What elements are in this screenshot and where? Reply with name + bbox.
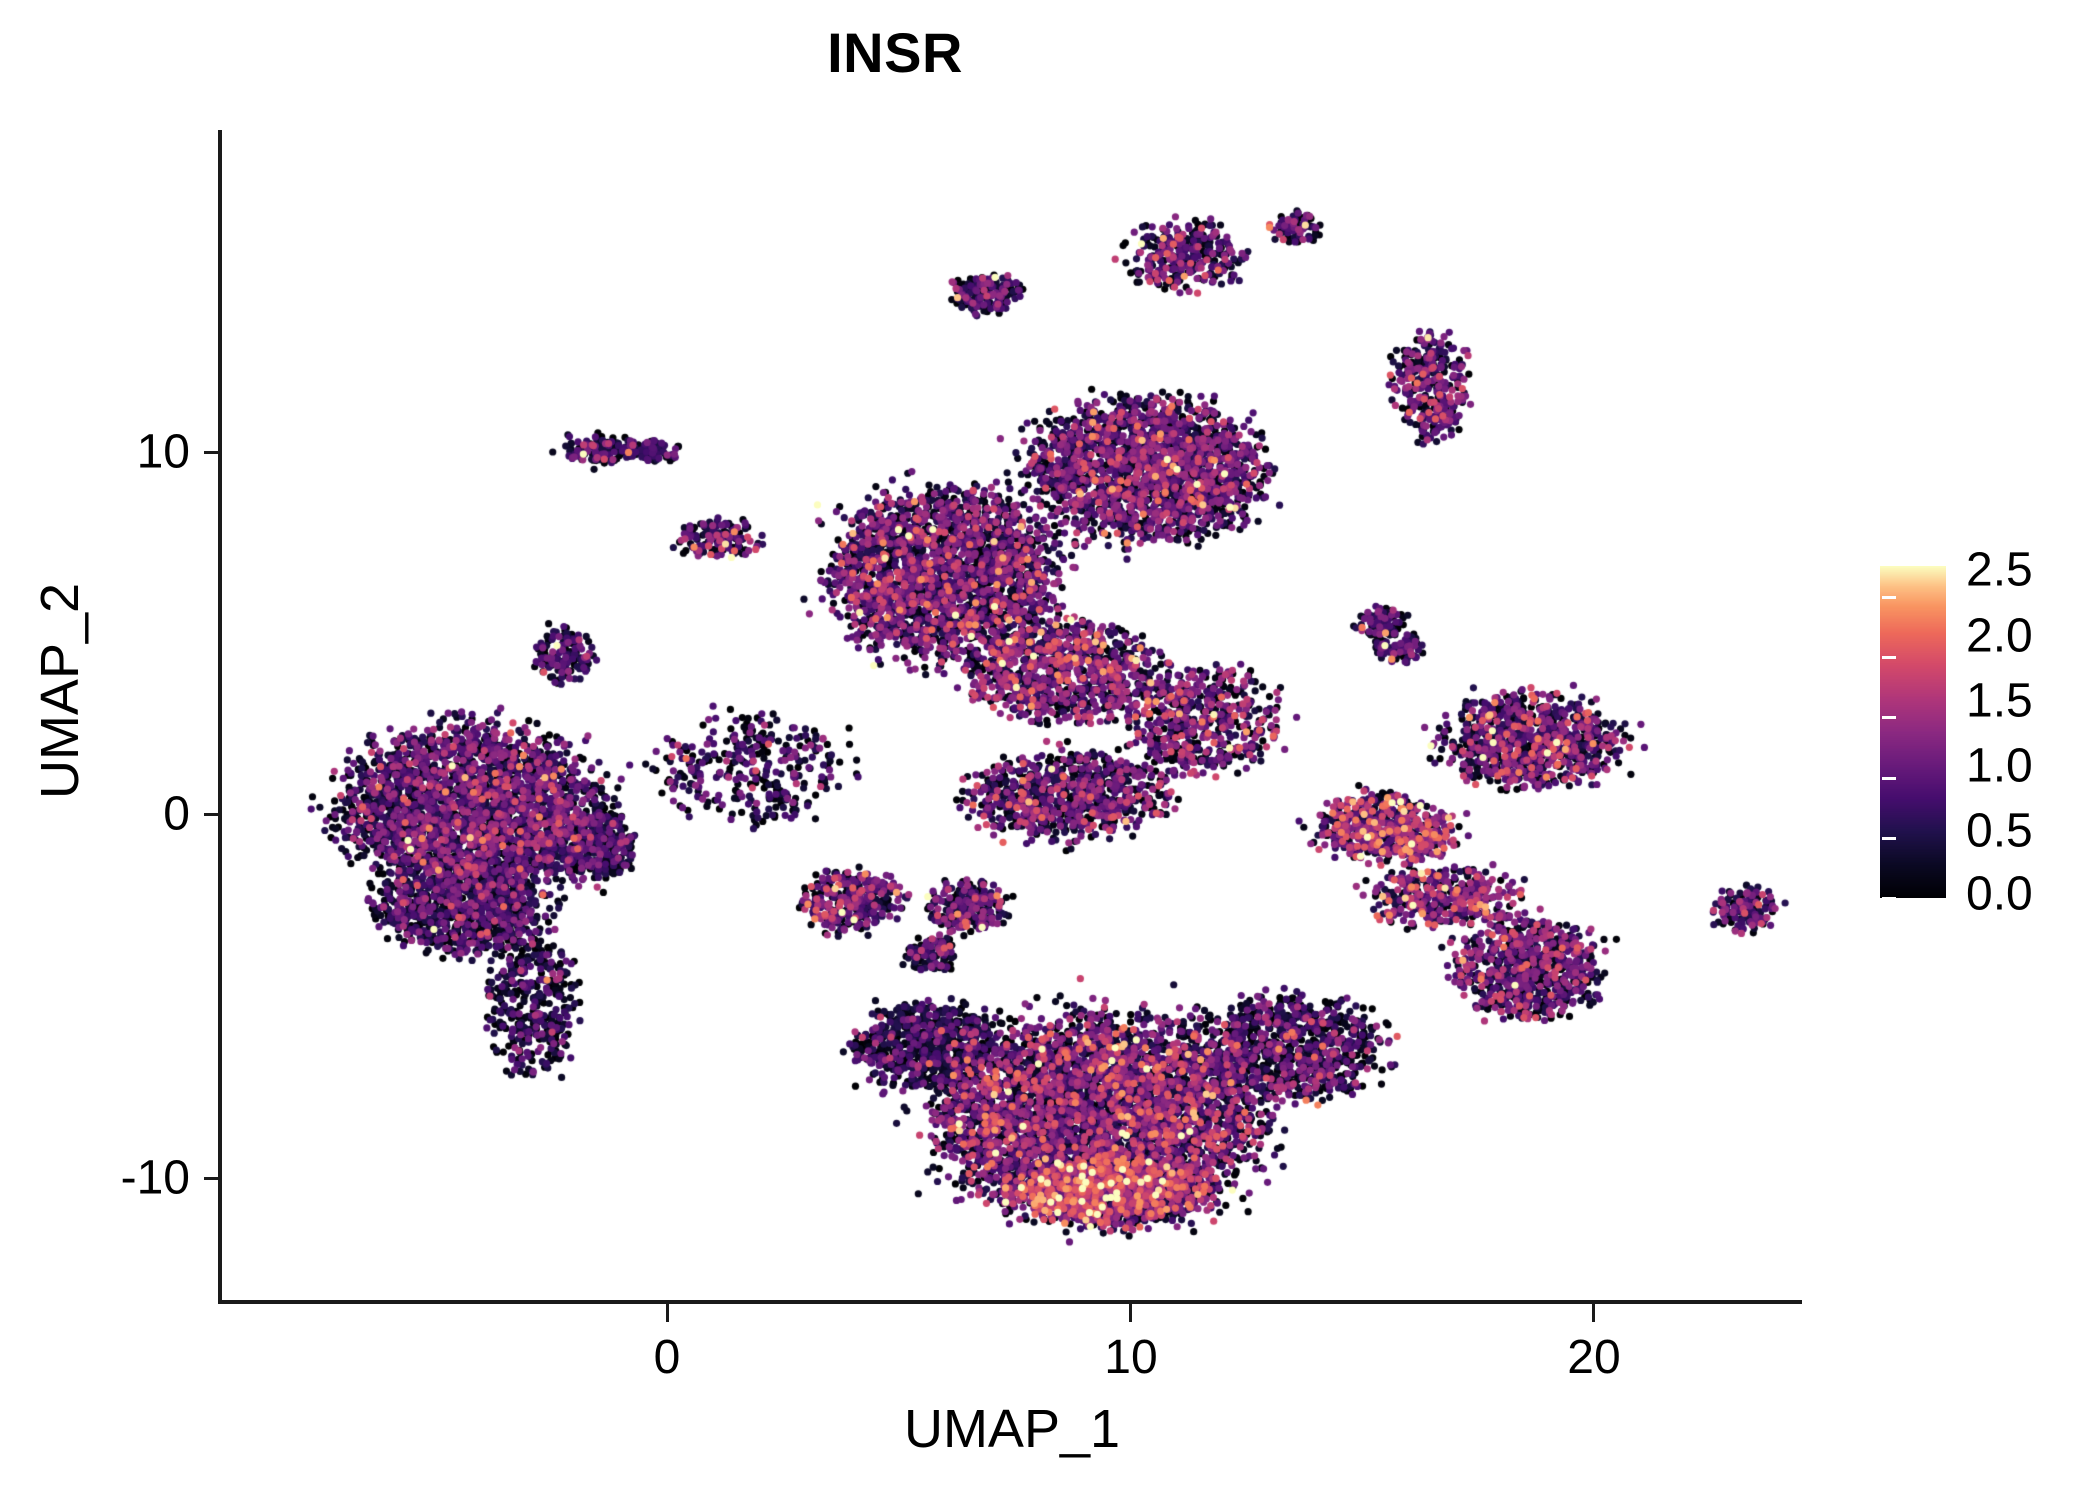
legend-tick-1-5: [2064, 716, 2078, 719]
y-tick-0: [204, 813, 222, 816]
x-tick-10: [1129, 1304, 1132, 1322]
legend-label-1-5: 1.5: [1966, 674, 2033, 728]
legend-tick-2: [1882, 656, 1896, 659]
legend-label-1-0: 1.0: [1966, 739, 2033, 793]
legend-label-2-5: 2.5: [1966, 543, 2033, 597]
legend-tick-0-5: [2064, 837, 2078, 840]
legend-tick-2: [2064, 656, 2078, 659]
legend-tick-1: [2064, 777, 2078, 780]
y-tick-neg10: [204, 1177, 222, 1180]
y-ticklabel-neg10: -10: [120, 1151, 190, 1205]
page-title: INSR: [827, 21, 963, 84]
x-tick-0: [666, 1304, 669, 1322]
x-axis-line: [218, 1300, 1802, 1304]
plot-panel: [222, 130, 1802, 1302]
y-tick-10: [204, 451, 222, 454]
legend-tick-0: [2064, 897, 2078, 900]
legend-tick-0-5: [1882, 837, 1896, 840]
color-legend: 2.5 2.0 1.5 1.0 0.5 0.0: [1880, 544, 2080, 921]
legend-colorbar: [1880, 566, 1946, 898]
legend-tick-1: [1882, 777, 1896, 780]
x-ticklabel-20: 20: [1567, 1331, 1621, 1384]
x-tick-20: [1592, 1304, 1595, 1322]
legend-label-2-0: 2.0: [1966, 609, 2033, 663]
legend-label-0-0: 0.0: [1966, 867, 2033, 921]
x-axis-title: UMAP_1: [903, 1399, 1121, 1459]
x-ticklabel-10: 10: [1104, 1331, 1158, 1384]
legend-tick-2-5: [2064, 596, 2078, 599]
legend-label-0-5: 0.5: [1966, 804, 2033, 858]
y-axis-title: UMAP_2: [30, 582, 90, 800]
y-ticklabel-0: 0: [163, 787, 190, 841]
legend-tick-0: [1882, 897, 1896, 900]
legend-tick-2-5: [1882, 596, 1896, 599]
scatter-canvas: [222, 130, 1802, 1302]
y-axis-line: [218, 130, 222, 1304]
legend-tick-1-5: [1882, 716, 1896, 719]
y-ticklabel-10: 10: [136, 425, 190, 479]
x-ticklabel-0: 0: [653, 1331, 681, 1384]
